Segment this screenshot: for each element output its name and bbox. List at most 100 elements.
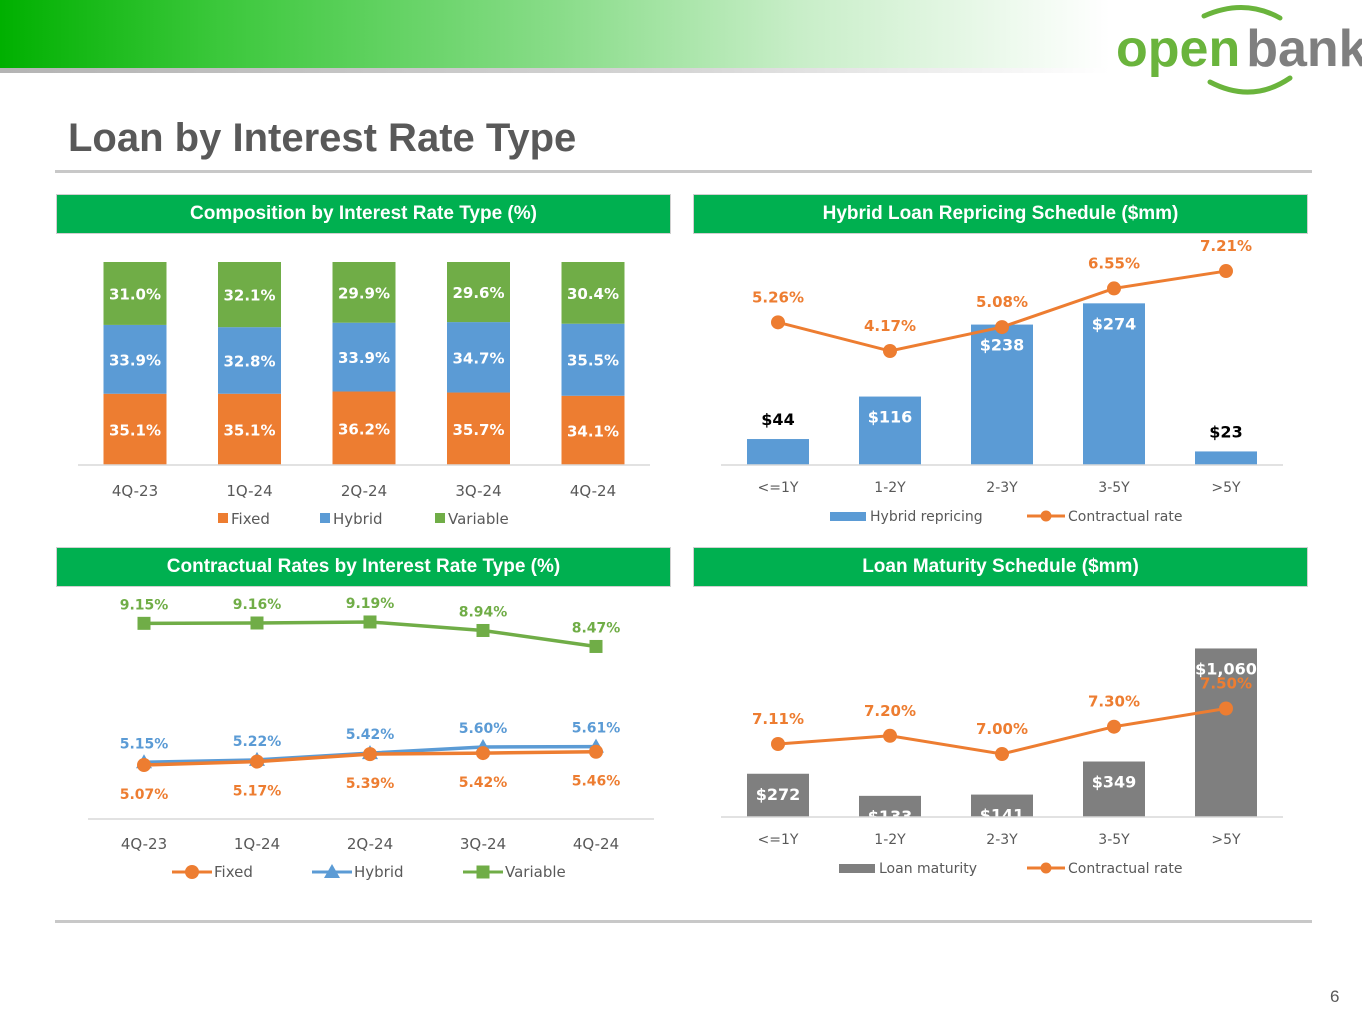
x-tick-4Q-23: 4Q-23 — [112, 482, 158, 500]
rate-label-<=1Y: 5.26% — [752, 288, 804, 306]
label-hybrid-1Q-24: 5.22% — [233, 734, 282, 750]
legend-label-rate: Contractual rate — [1068, 861, 1182, 877]
point-fixed-1Q-24 — [250, 754, 264, 769]
rate-label->5Y: 7.21% — [1200, 237, 1252, 255]
label-fixed-4Q-23: 5.07% — [120, 787, 169, 803]
rate-label-2-3Y: 5.08% — [976, 293, 1028, 311]
chart-composition: 35.1% 33.9% 31.0% 4Q-23 35.1% 32.8% 32.1% 1Q-24… — [78, 262, 650, 528]
x-tick-1-2Y: 1-2Y — [874, 832, 906, 848]
legend-label-hybrid: Hybrid — [354, 863, 404, 881]
point-fixed-4Q-24 — [589, 744, 603, 759]
point-fixed-2Q-24 — [363, 747, 377, 762]
bar-hybrid-1Q-24 — [218, 327, 281, 394]
rate-point-<=1Y — [771, 736, 785, 751]
header-gray-stripe — [0, 68, 1110, 73]
bar-label-1-2Y: $116 — [868, 408, 913, 427]
bar-label-hybrid-4Q-23: 33.9% — [109, 351, 161, 369]
chart-hybrid-repricing: $44 <=1Y $116 1-2Y $238 2-3Y $274 3-5Y $23 >5Y 5.2… — [721, 237, 1283, 525]
point-variable-4Q-24 — [589, 639, 603, 653]
bar-2-3Y — [971, 794, 1033, 817]
bar-label-variable-4Q-24: 30.4% — [567, 285, 619, 303]
bar-label-3-5Y: $274 — [1092, 314, 1137, 333]
rate-label-3-5Y: 7.30% — [1088, 693, 1140, 711]
bar-label-fixed-3Q-24: 35.7% — [452, 421, 504, 439]
point-fixed-4Q-23 — [137, 758, 151, 772]
bar-label-<=1Y: $272 — [756, 785, 801, 804]
rate-point-3-5Y — [1107, 719, 1121, 734]
x-tick-2-3Y: 2-3Y — [986, 832, 1018, 848]
legend-label-bars: Hybrid repricing — [870, 509, 983, 525]
bar-variable-3Q-24 — [447, 262, 510, 323]
x-tick-1Q-24: 1Q-24 — [226, 482, 272, 500]
legend-swatch-variable — [435, 513, 445, 523]
bar-label-hybrid-3Q-24: 34.7% — [452, 349, 504, 367]
label-hybrid-3Q-24: 5.60% — [459, 721, 508, 737]
panel-header-composition: Composition by Interest Rate Type (%) — [56, 194, 671, 234]
rate-point-3-5Y — [1107, 281, 1121, 296]
label-variable-2Q-24: 9.19% — [346, 596, 395, 612]
x-tick-<=1Y: <=1Y — [758, 832, 799, 848]
bar-label-fixed-4Q-23: 35.1% — [109, 421, 161, 439]
x-tick->5Y: >5Y — [1211, 480, 1241, 496]
legend-marker-fixed — [185, 865, 199, 879]
page-number: 6 — [1330, 987, 1340, 1006]
bar-hybrid-4Q-23 — [103, 324, 167, 394]
legend-label-variable: Variable — [448, 510, 509, 528]
bar-label-variable-4Q-23: 31.0% — [109, 285, 161, 303]
x-tick-1-2Y: 1-2Y — [874, 480, 906, 496]
label-fixed-4Q-24: 5.46% — [572, 774, 621, 790]
legend-marker-rate — [1040, 862, 1052, 874]
label-variable-4Q-23: 9.15% — [120, 597, 169, 613]
label-fixed-1Q-24: 5.17% — [233, 784, 282, 800]
logo-swoosh-bottom — [1207, 75, 1293, 95]
bar-hybrid-2Q-24 — [332, 322, 396, 392]
point-fixed-3Q-24 — [476, 746, 490, 761]
x-tick-<=1Y: <=1Y — [758, 480, 799, 496]
rate-point-2-3Y — [995, 320, 1009, 335]
bar-label-fixed-4Q-24: 34.1% — [567, 422, 619, 440]
bar-label-variable-2Q-24: 29.9% — [338, 284, 390, 302]
panel-header-hybrid-repricing: Hybrid Loan Repricing Schedule ($mm) — [693, 194, 1308, 234]
bar-3-5Y — [1083, 303, 1145, 465]
chart-contractual-rates: 9.15% 9.16% 9.19% 8.94% 8.47% 5.15% 5.22% 5.42%… — [88, 596, 654, 881]
bar-variable-2Q-24 — [332, 262, 396, 323]
x-tick-2Q-24: 2Q-24 — [347, 835, 393, 853]
panel-header-contractual-rates: Contractual Rates by Interest Rate Type … — [56, 547, 671, 587]
bar-variable-4Q-23 — [103, 262, 167, 325]
bar-fixed-2Q-24 — [332, 391, 396, 465]
bar-label-2-3Y: $141 — [980, 806, 1025, 825]
bar-fixed-3Q-24 — [447, 392, 510, 465]
x-tick-3Q-24: 3Q-24 — [460, 835, 506, 853]
bar-fixed-4Q-24 — [561, 395, 625, 465]
legend-label-rate: Contractual rate — [1068, 509, 1182, 525]
panel-header-loan-maturity: Loan Maturity Schedule ($mm) — [693, 547, 1308, 587]
title-divider — [55, 170, 1312, 173]
bar-label-hybrid-2Q-24: 33.9% — [338, 349, 390, 367]
bar-1-2Y — [859, 396, 921, 465]
bar-label-fixed-1Q-24: 35.1% — [223, 421, 275, 439]
rate-point->5Y — [1219, 701, 1233, 716]
legend-label-bars: Loan maturity — [879, 861, 977, 877]
label-fixed-2Q-24: 5.39% — [346, 776, 395, 792]
bar-label-variable-1Q-24: 32.1% — [223, 287, 275, 305]
logo-text-open: open — [1116, 20, 1240, 78]
logo-text-bank: bank — [1246, 20, 1362, 78]
logo-swoosh-top — [1201, 5, 1283, 21]
x-tick-1Q-24: 1Q-24 — [234, 835, 280, 853]
legend-marker-hybrid — [324, 864, 340, 878]
bar-<=1Y — [747, 439, 809, 465]
legend-swatch-bars — [839, 864, 875, 873]
x-tick-4Q-24: 4Q-24 — [570, 482, 616, 500]
bar->5Y — [1195, 451, 1257, 465]
x-tick-4Q-24: 4Q-24 — [573, 835, 619, 853]
legend-marker-variable — [476, 865, 490, 879]
rate-label->5Y: 7.50% — [1200, 675, 1252, 693]
bar-fixed-4Q-23 — [103, 393, 167, 465]
legend-swatch-hybrid — [320, 513, 330, 523]
label-hybrid-2Q-24: 5.42% — [346, 727, 395, 743]
rate-label-3-5Y: 6.55% — [1088, 254, 1140, 272]
bar-label-variable-3Q-24: 29.6% — [452, 284, 504, 302]
bar-2-3Y — [971, 324, 1033, 465]
x-tick-3-5Y: 3-5Y — [1098, 480, 1130, 496]
